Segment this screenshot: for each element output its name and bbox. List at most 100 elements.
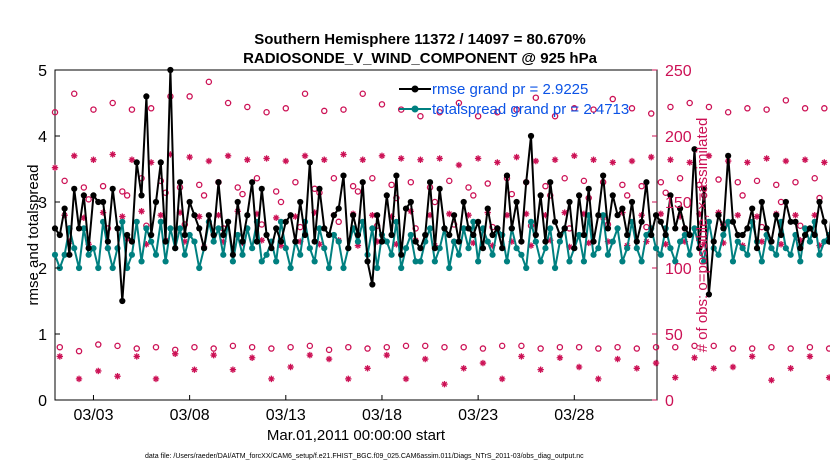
assimilated-obs-point (441, 380, 448, 388)
y-left-tick-label: 5 (38, 63, 47, 80)
totalspread-point (128, 251, 136, 258)
possible-obs-point (90, 106, 97, 113)
assimilated-obs-point (133, 353, 140, 360)
assimilated-obs-point (138, 208, 145, 215)
rmse-point (450, 212, 458, 219)
rmse-point (547, 179, 554, 186)
assimilated-obs-point (364, 365, 371, 372)
totalspread-point (196, 264, 203, 272)
rmse-point (205, 212, 212, 219)
totalspread-point (580, 258, 588, 265)
totalspread-point (705, 218, 713, 225)
rmse-point (220, 231, 227, 239)
assimilated-obs-point (474, 155, 482, 162)
rmse-point (792, 218, 799, 225)
possible-obs-point (575, 343, 583, 351)
assimilated-obs-point (345, 375, 352, 383)
assimilated-obs-point (657, 210, 665, 218)
totalspread-point (681, 231, 688, 239)
rmse-point (398, 251, 405, 258)
assimilated-obs-point (571, 152, 578, 159)
rmse-point (715, 212, 722, 219)
possible-obs-point (340, 106, 347, 113)
rmse-point (614, 212, 621, 219)
assimilated-obs-point (575, 363, 583, 371)
assimilated-obs-point (248, 354, 256, 361)
totalspread-point (282, 245, 289, 252)
possible-obs-point (739, 192, 746, 199)
possible-obs-point (359, 90, 366, 98)
possible-obs-point (407, 178, 415, 186)
assimilated-obs-point (340, 151, 347, 158)
rmse-point (691, 146, 698, 153)
assimilated-obs-point (513, 153, 520, 161)
totalspread-point (330, 231, 337, 239)
assimilated-obs-point (782, 157, 790, 165)
rmse-point (749, 205, 756, 212)
assimilated-obs-point (373, 238, 381, 245)
assimilated-obs-point (369, 212, 376, 219)
possible-obs-point (95, 341, 102, 348)
totalspread-point (489, 251, 496, 258)
rmse-point (148, 231, 155, 239)
assimilated-obs-point (297, 238, 304, 245)
possible-obs-point (292, 178, 299, 186)
possible-obs-point (330, 174, 338, 182)
rmse-point (499, 245, 506, 252)
totalspread-point (773, 251, 780, 258)
totalspread-point (436, 245, 443, 252)
totalspread-point (273, 258, 280, 265)
rmse-point (720, 225, 727, 232)
assimilated-obs-point (99, 209, 107, 216)
totalspread-point (335, 238, 342, 245)
rmse-point (734, 231, 741, 239)
y-left-tick-label: 4 (38, 129, 47, 146)
assimilated-obs-point (758, 238, 766, 245)
assimilated-obs-point (316, 241, 323, 248)
assimilated-obs-point (417, 156, 424, 163)
possible-obs-point (417, 112, 424, 120)
totalspread-point (595, 245, 602, 252)
rmse-point (672, 225, 679, 232)
possible-obs-point (321, 107, 328, 115)
rmse-point (768, 238, 775, 245)
rmse-point (600, 172, 607, 179)
rmse-point (364, 258, 371, 265)
rmse-point (128, 238, 136, 245)
totalspread-point (80, 225, 87, 232)
assimilated-obs-point (676, 213, 684, 220)
possible-obs-point (811, 174, 818, 182)
x-tick-label: 03/18 (362, 407, 402, 424)
possible-obs-point (782, 97, 790, 104)
possible-obs-point (763, 106, 770, 113)
assimilated-obs-point (147, 159, 155, 166)
possible-obs-point (455, 99, 463, 107)
rmse-point (56, 231, 63, 239)
assimilated-obs-point (143, 241, 150, 248)
assimilated-obs-point (681, 238, 689, 245)
rmse-point (441, 225, 448, 232)
totalspread-point (725, 218, 732, 225)
assimilated-obs-point (95, 367, 102, 375)
totalspread-point (157, 218, 164, 225)
rmse-point (566, 198, 573, 206)
rmse-point (109, 185, 116, 192)
assimilated-obs-point (186, 153, 193, 161)
assimilated-obs-point (580, 210, 588, 218)
rmse-point (340, 172, 347, 179)
rmse-point (609, 192, 616, 199)
y-right-tick-label: 250 (665, 63, 692, 80)
totalspread-point (277, 218, 285, 225)
totalspread-point (249, 245, 256, 252)
totalspread-point (306, 245, 313, 252)
rmse-point (99, 198, 107, 206)
rmse-point (648, 231, 655, 239)
totalspread-point (513, 245, 520, 252)
possible-obs-point (686, 99, 693, 107)
possible-obs-point (263, 108, 270, 116)
rmse-point (576, 192, 583, 199)
totalspread-point (426, 225, 434, 232)
possible-obs-point (484, 180, 491, 187)
assimilated-obs-point (628, 157, 636, 165)
